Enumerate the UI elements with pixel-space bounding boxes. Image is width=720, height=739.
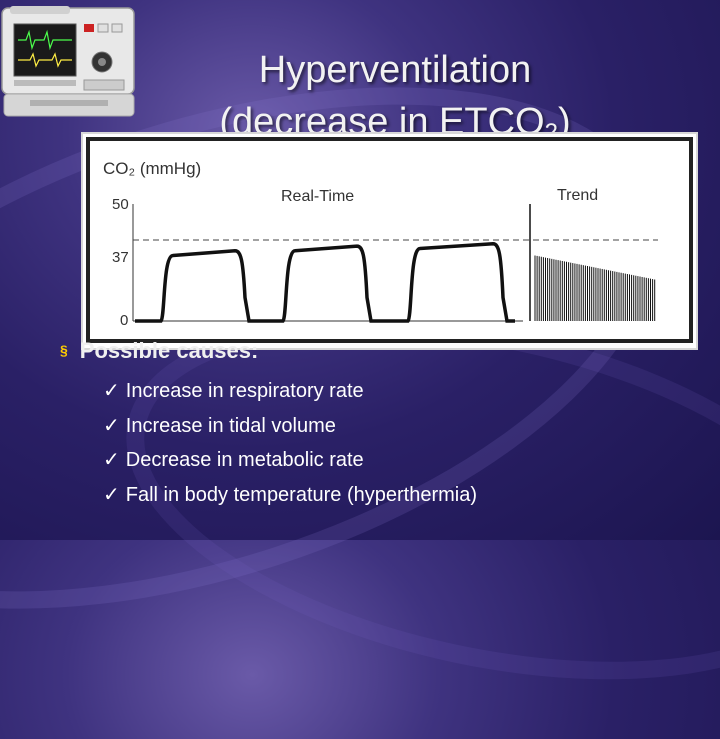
y-tick-label: 0 — [120, 312, 128, 329]
heading-text: Possible causes: — [79, 338, 259, 363]
capnography-chart: CO₂ (mmHg) Real-Time Trend 50 37 0 — [83, 134, 696, 348]
title-suffix: ) — [557, 101, 571, 143]
y-tick-label: 37 — [112, 249, 129, 266]
list-item: ✓ Fall in body temperature (hyperthermia) — [103, 478, 477, 513]
y-axis-label: CO₂ (mmHg) — [103, 159, 201, 178]
checkmark-icon: ✓ — [103, 483, 120, 506]
list-item: ✓ Increase in tidal volume — [103, 409, 477, 444]
realtime-label: Real-Time — [281, 188, 354, 205]
checkmark-icon: ✓ — [103, 380, 120, 402]
defibrillator-image — [0, 0, 140, 120]
y-tick-label: 50 — [112, 196, 129, 213]
list-item-text: Increase in tidal volume — [125, 414, 336, 437]
list-item-text: Fall in body temperature (hyperthermia) — [125, 483, 478, 506]
list-item-text: Increase in respiratory rate — [125, 380, 364, 402]
list-item-text: Decrease in metabolic rate — [125, 449, 364, 471]
slide-title-line1: Hyperventilation — [258, 49, 532, 91]
checkmark-icon: ✓ — [103, 449, 120, 471]
trend-label: Trend — [557, 187, 598, 204]
bullet-marker: § — [60, 342, 68, 358]
co2-waveform — [135, 242, 515, 323]
checkmark-icon: ✓ — [103, 414, 120, 437]
causes-list: ✓ Increase in respiratory rate ✓ Increase … — [103, 374, 477, 512]
list-item: ✓ Decrease in metabolic rate — [103, 443, 477, 478]
list-item: ✓ Increase in respiratory rate — [103, 374, 477, 409]
chart-svg: CO₂ (mmHg) Real-Time Trend 50 37 0 — [86, 137, 693, 343]
possible-causes-heading: § Possible causes: — [60, 338, 258, 364]
